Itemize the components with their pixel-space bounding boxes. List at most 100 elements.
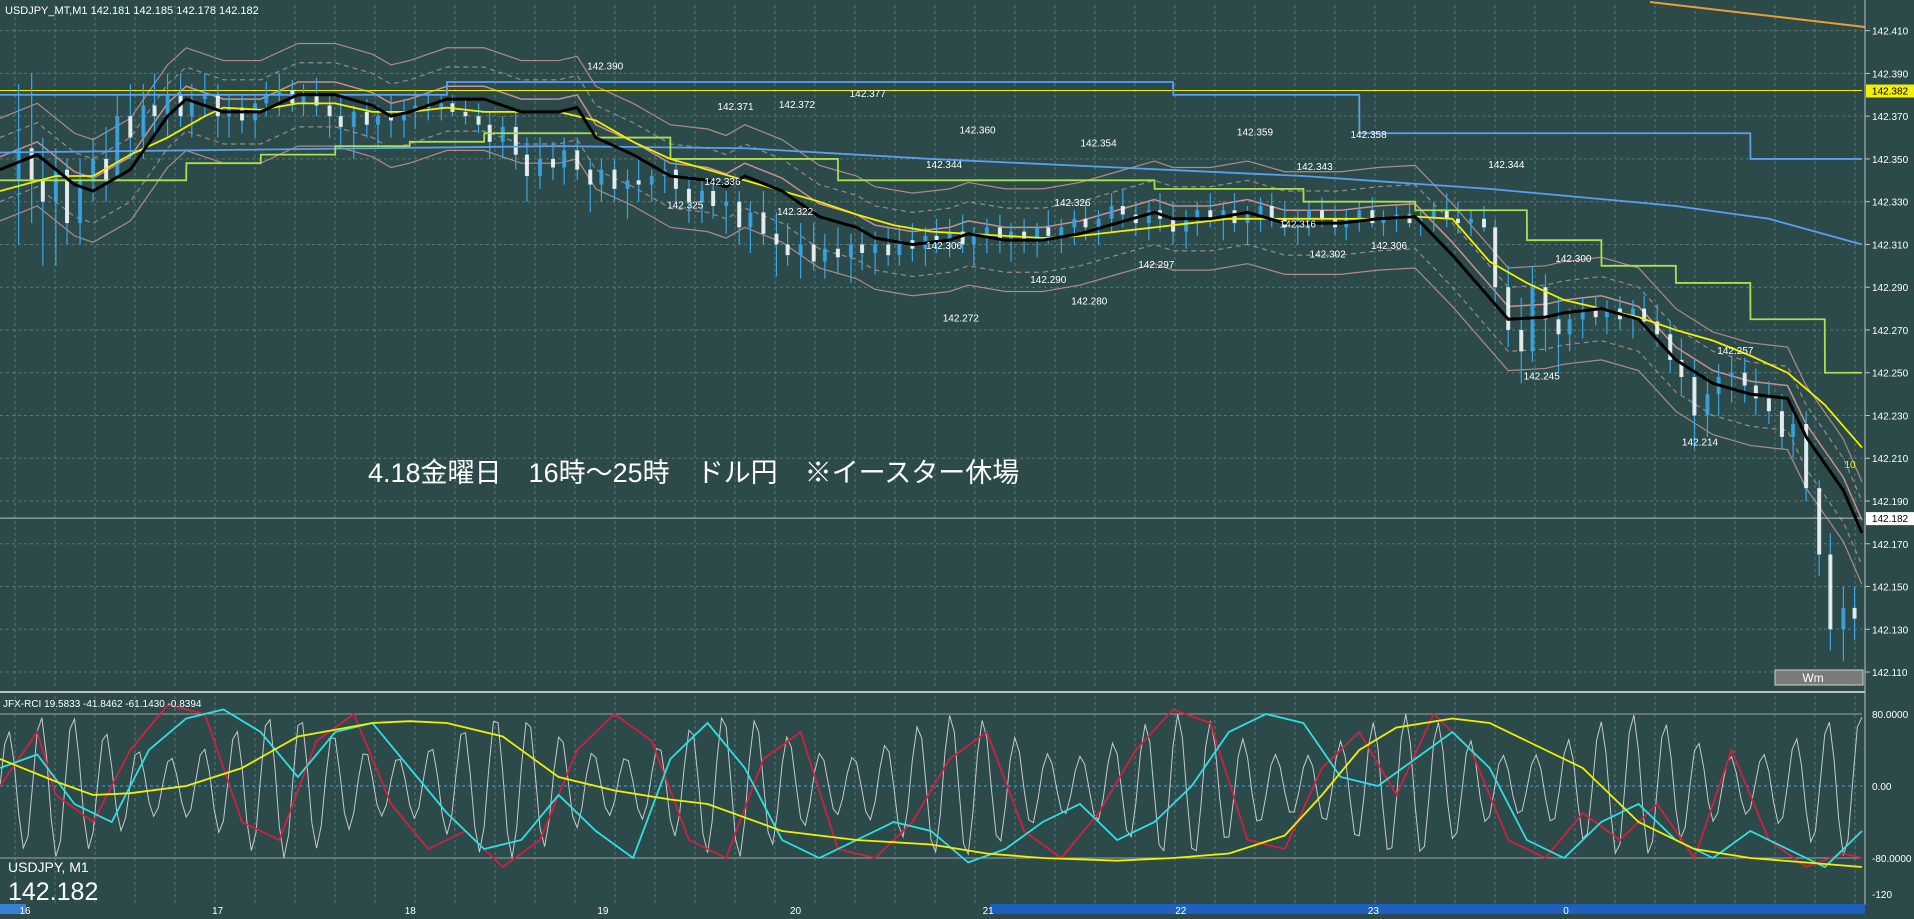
rci-tick-label: 0.00 <box>1872 782 1892 793</box>
price-annotation: 142.390 <box>587 61 624 72</box>
price-tick-label: 142.350 <box>1872 155 1909 166</box>
time-tick-label: 16 <box>19 906 31 917</box>
candle-body <box>1828 554 1833 630</box>
candle-body <box>141 105 146 138</box>
candle-body <box>1096 218 1101 228</box>
rci-header: JFX-RCI 19.5833 -41.8462 -61.1430 -0.839… <box>3 699 202 710</box>
price-annotation: 142.245 <box>1524 371 1561 382</box>
candle-body <box>848 244 853 258</box>
time-tick-label: 21 <box>983 906 995 917</box>
price-annotation: 142.372 <box>779 100 816 111</box>
candle-body <box>202 94 207 100</box>
candle-body <box>1655 321 1660 335</box>
candle-body <box>1729 372 1734 377</box>
candle-body <box>1269 205 1274 219</box>
candle-body <box>886 244 891 256</box>
candle-body <box>1431 210 1436 219</box>
candle-body <box>1642 308 1647 322</box>
candle-body <box>737 201 742 228</box>
candle-body <box>1506 287 1511 330</box>
candle-body <box>1679 359 1684 377</box>
candle-body <box>338 116 343 127</box>
candle-body <box>189 99 194 117</box>
price-annotation: 142.326 <box>1054 198 1091 209</box>
candle-body <box>1519 329 1524 352</box>
price-tick-label: 142.270 <box>1872 326 1909 337</box>
ma-yellow-line <box>0 102 1863 449</box>
candle-body <box>811 244 816 262</box>
rci-white-line <box>0 714 1863 858</box>
candle-body <box>1852 607 1857 619</box>
candle-body <box>960 231 965 245</box>
price-tag-current-label: 142.182 <box>1872 514 1909 525</box>
candle-body <box>1258 205 1263 215</box>
time-highlight-start <box>0 904 26 914</box>
candle-body <box>115 116 120 181</box>
candle-body <box>1306 210 1311 219</box>
price-annotation: 142.325 <box>667 200 704 211</box>
price-tag-yellow-label: 142.382 <box>1872 87 1909 98</box>
candle-body <box>1753 385 1758 399</box>
candle-body <box>389 116 394 121</box>
price-annotation: 142.344 <box>1488 160 1525 171</box>
price-annotation: 142.377 <box>850 89 887 100</box>
price-axis[interactable] <box>1865 0 1914 919</box>
candle-body <box>463 111 468 117</box>
time-tick-label: 23 <box>1368 906 1380 917</box>
rci-tick-bg <box>1866 888 1914 900</box>
rci-grid <box>14 696 1856 903</box>
candle-body <box>513 126 518 155</box>
candle-body <box>699 191 704 202</box>
price-tick-label: 142.170 <box>1872 540 1909 551</box>
price-tick-label: 142.390 <box>1872 69 1909 80</box>
candle-body <box>1779 411 1784 437</box>
candle-body <box>327 105 332 117</box>
candle-body <box>128 116 133 138</box>
price-tick-label: 142.310 <box>1872 240 1909 251</box>
candle-body <box>997 227 1002 241</box>
candle-body <box>562 150 567 168</box>
ma-green-line <box>0 132 1862 374</box>
candle-body <box>1357 210 1362 219</box>
time-tick-label: 19 <box>597 906 609 917</box>
candle-body <box>364 111 369 125</box>
candle-body <box>612 169 617 189</box>
candle-body <box>40 180 45 202</box>
candle-body <box>588 169 593 185</box>
candle-body <box>724 201 729 206</box>
price-annotation: 142.290 <box>1030 275 1067 286</box>
band-line <box>0 62 1863 502</box>
price-tick-label: 142.190 <box>1872 497 1909 508</box>
price-annotation: 142.358 <box>1350 130 1387 141</box>
rci-tick-bg <box>1866 708 1914 720</box>
annotation-text: 4.18金曜日 16時～25時 ドル円 ※イースター休場 <box>368 458 1019 488</box>
candle-body <box>1766 398 1771 412</box>
candle-body <box>934 235 939 241</box>
price-tick-label: 142.250 <box>1872 369 1909 380</box>
candle-body <box>1482 218 1487 228</box>
rci-levels <box>0 713 1862 859</box>
candle-body <box>822 248 827 262</box>
candle-body <box>500 126 505 142</box>
price-tick-label: 142.110 <box>1872 668 1908 679</box>
candle-body <box>785 244 790 256</box>
candle-body <box>1742 372 1747 386</box>
candle-body <box>1791 424 1796 437</box>
rci-axis-labels: 80.0000 0.00 -80.0000 -120 <box>1866 708 1914 901</box>
time-tick-label: 0 <box>1563 906 1569 917</box>
price-annotation: 142.336 <box>704 177 741 188</box>
candle-body <box>1120 205 1125 215</box>
price-annotation: 142.344 <box>926 160 963 171</box>
price-lines <box>0 90 1862 519</box>
ma-black-line <box>0 93 1864 534</box>
price-annotation: 142.272 <box>943 314 980 325</box>
price-annotation: 142.360 <box>959 126 996 137</box>
band-line <box>0 42 1863 482</box>
candle-body <box>351 111 356 127</box>
rci-yellow-line <box>0 717 1863 868</box>
time-tick-label: 18 <box>405 906 417 917</box>
price-annotation: 142.306 <box>926 241 963 252</box>
candle-body <box>774 233 779 245</box>
price-annotation: 142.359 <box>1237 128 1274 139</box>
candle-body <box>537 158 542 177</box>
